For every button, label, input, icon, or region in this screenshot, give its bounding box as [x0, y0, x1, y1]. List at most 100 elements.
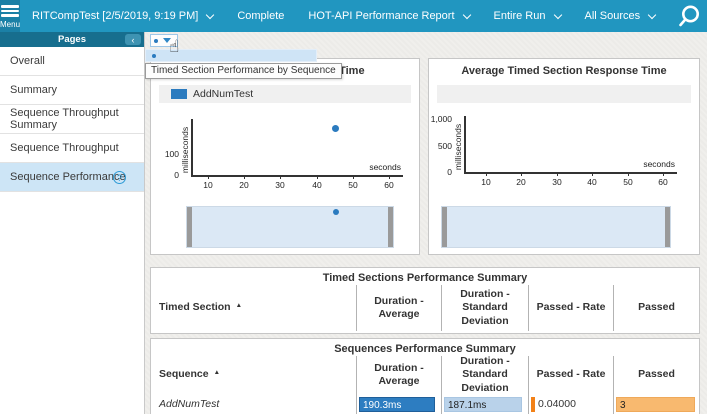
chart-legend-empty [437, 85, 691, 103]
y-axis-line [464, 116, 466, 173]
run-selector-label: RITCompTest [2/5/2019, 9:19 PM] [32, 10, 199, 22]
chevron-down-icon [553, 10, 562, 19]
column-header-duration-average[interactable]: Duration - Average [356, 285, 441, 331]
column-header-duration-std-dev[interactable]: Duration - Standard Deviation [441, 285, 528, 331]
y-tick-label: 100 [164, 149, 179, 159]
range-handle-right[interactable] [388, 207, 393, 247]
sidebar-item-label: Overall [10, 55, 45, 67]
chart-title: Average Timed Section Response Time [461, 65, 667, 77]
sidebar-collapse-button[interactable]: ‹ [125, 34, 141, 45]
x-axis-line [191, 175, 403, 177]
range-data-dot [333, 209, 339, 215]
help-icon[interactable]: ? [113, 170, 126, 184]
x-tick-label: 40 [312, 180, 322, 190]
report-selector-label: HOT-API Performance Report [308, 10, 455, 22]
x-tick-label: 20 [239, 180, 249, 190]
legend-label: AddNumTest [193, 88, 254, 100]
sidebar-item-sequence-performance[interactable]: Sequence Performance ? [0, 163, 144, 192]
x-tick-label: 10 [481, 177, 491, 187]
range-handle-left[interactable] [442, 207, 447, 247]
range-selector[interactable] [441, 206, 671, 248]
y-tick-label: 0 [174, 170, 179, 180]
legend-swatch [171, 89, 187, 99]
x-axis-line [464, 172, 677, 174]
x-tick-label: 60 [658, 177, 668, 187]
column-header-passed[interactable]: Passed [613, 285, 699, 331]
sidebar-header: Pages ‹ [0, 32, 144, 47]
table-title: Timed Sections Performance Summary [322, 272, 528, 284]
x-tick-label: 30 [552, 177, 562, 187]
range-handle-left[interactable] [187, 207, 192, 247]
chevron-down-icon [206, 10, 215, 19]
duration-average-bar: 190.3ms [359, 396, 435, 412]
time-range-label: Entire Run [493, 10, 546, 22]
sidebar-item-label: Sequence Performance [10, 171, 126, 183]
x-tick-label: 10 [203, 180, 213, 190]
menu-button[interactable]: Menu [0, 0, 21, 32]
x-tick-label: 60 [384, 180, 394, 190]
sidebar-title: Pages [58, 34, 86, 45]
chart-panel-timed-section-response-time: Timed Section Response Time AddNumTest 1… [150, 58, 420, 255]
table-title: Sequences Performance Summary [334, 343, 516, 355]
column-header-duration-average[interactable]: Duration - Average [356, 356, 441, 394]
timed-sections-summary-table: Timed Sections Performance Summary Timed… [150, 267, 700, 334]
chevron-down-icon [462, 10, 471, 19]
column-header-passed[interactable]: Passed [613, 356, 699, 394]
passed-bar: 3 [616, 396, 695, 412]
range-handle-right[interactable] [665, 207, 670, 247]
range-selector[interactable] [186, 206, 394, 248]
column-header-duration-std-dev[interactable]: Duration - Standard Deviation [441, 355, 528, 394]
cell-duration-average: 190.3ms [356, 394, 441, 414]
chart-legend[interactable]: AddNumTest [159, 85, 411, 103]
menu-label: Menu [0, 19, 21, 29]
series-picker-dropdown[interactable] [150, 34, 178, 47]
cell-passed: 3 [613, 394, 699, 414]
sidebar-item-summary[interactable]: Summary [0, 76, 144, 105]
hamburger-icon [1, 3, 19, 19]
data-point-addnumtest[interactable] [332, 125, 339, 132]
status-badge: Complete [225, 0, 296, 32]
cell-sequence-name[interactable]: AddNumTest [159, 398, 220, 410]
x-tick-label: 50 [348, 180, 358, 190]
x-tick-label: 20 [516, 177, 526, 187]
y-tick-label: 1,000 [430, 114, 452, 124]
cell-duration-std-dev: 187.1ms [441, 394, 528, 414]
column-header-timed-section[interactable]: Timed Section ▲ [159, 301, 243, 314]
sequences-summary-table: Sequences Performance Summary Sequence ▲… [150, 338, 700, 414]
sort-ascending-icon: ▲ [213, 368, 221, 376]
cell-passed-rate: 0.04000 [528, 394, 613, 414]
series-dot-icon [154, 38, 158, 43]
y-axis-line [191, 119, 193, 176]
sidebar-item-sequence-throughput[interactable]: Sequence Throughput [0, 134, 144, 163]
run-selector-dropdown[interactable]: RITCompTest [2/5/2019, 9:19 PM] [20, 0, 225, 32]
caret-down-icon [163, 38, 171, 43]
column-header-passed-rate[interactable]: Passed - Rate [528, 356, 613, 394]
status-label: Complete [237, 10, 285, 22]
chevron-down-icon [647, 10, 657, 19]
y-tick-label: 0 [447, 167, 452, 177]
sidebar-item-label: Sequence Throughput [10, 142, 119, 154]
report-selector-dropdown[interactable]: HOT-API Performance Report [296, 0, 481, 32]
sidebar-item-label: Summary [10, 84, 58, 96]
column-header-passed-rate[interactable]: Passed - Rate [528, 285, 613, 331]
sidebar: Pages ‹ Overall Summary Sequence Through… [0, 32, 145, 414]
sidebar-item-overall[interactable]: Overall [0, 47, 144, 76]
x-axis-title: seconds [369, 162, 401, 172]
topbar: Menu RITCompTest [2/5/2019, 9:19 PM] Com… [0, 0, 707, 32]
series-picker-tooltip: Timed Section Performance by Sequence [145, 63, 342, 79]
passed-rate-bar [531, 396, 535, 412]
time-range-dropdown[interactable]: Entire Run [482, 0, 573, 32]
sources-dropdown[interactable]: All Sources [573, 0, 668, 32]
sidebar-item-sequence-throughput-summary[interactable]: Sequence Throughput Summary [0, 105, 144, 134]
chart-panel-average-response-time: Average Timed Section Response Time 1,00… [428, 58, 700, 255]
duration-std-dev-bar: 187.1ms [444, 396, 522, 412]
search-button[interactable] [667, 0, 707, 32]
y-axis-title: milliseconds [180, 126, 190, 174]
series-picker-option[interactable] [145, 49, 317, 62]
x-axis-title: seconds [643, 159, 675, 169]
series-dot-icon [152, 53, 156, 58]
sources-label: All Sources [584, 10, 641, 22]
y-axis-title: milliseconds [453, 123, 463, 171]
column-header-sequence[interactable]: Sequence ▲ [159, 368, 221, 381]
